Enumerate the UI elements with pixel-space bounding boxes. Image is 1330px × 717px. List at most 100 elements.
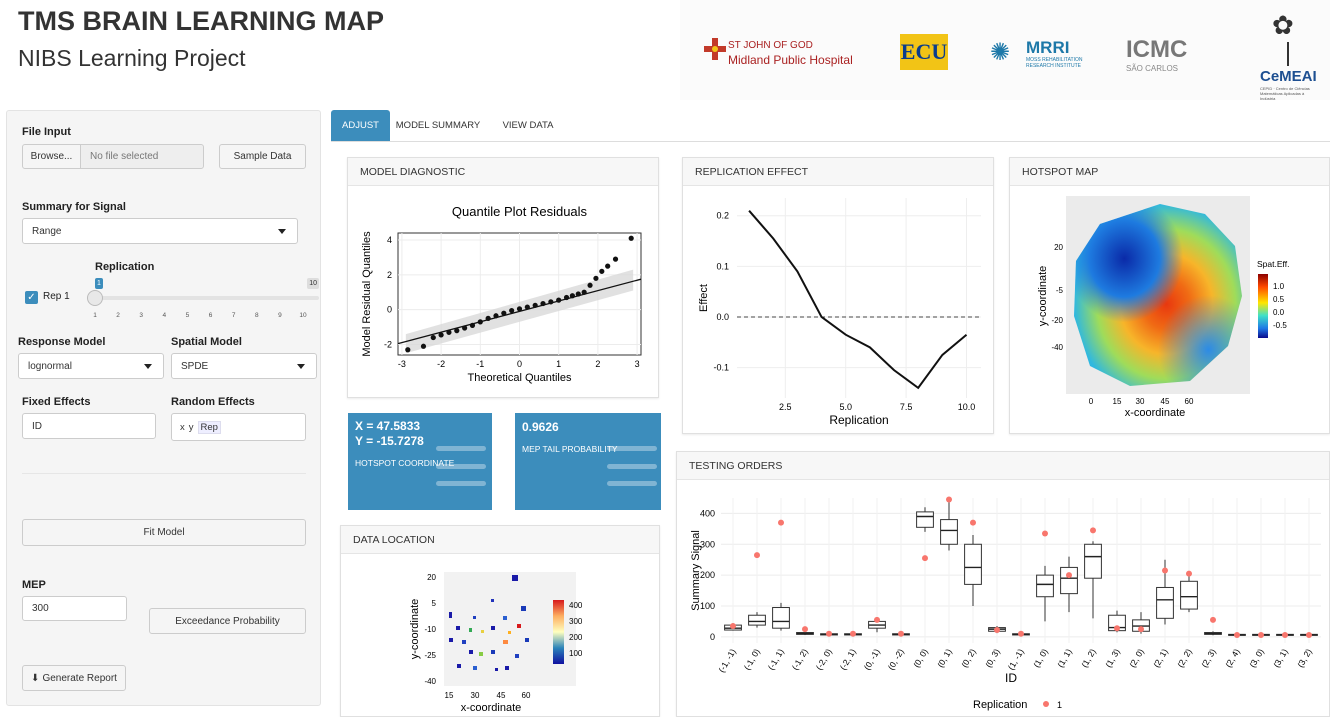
random-effect-tag[interactable]: y — [188, 421, 194, 433]
summary-select[interactable]: Range — [22, 218, 298, 244]
legend-title: Replication — [973, 699, 1027, 711]
box-body — [1156, 586, 1174, 619]
data-point — [491, 650, 495, 654]
x-tick-label: (0, -1) — [862, 647, 882, 672]
x-tick: 60 — [522, 691, 531, 700]
x-tick-label: (3, 1) — [1271, 647, 1290, 669]
y-tick-label: 300 — [700, 539, 715, 549]
mep-input[interactable]: 300 — [22, 596, 127, 621]
legend-tick: 100 — [569, 649, 583, 658]
tab-view-data[interactable]: VIEW DATA — [502, 120, 554, 131]
tab-model-summary[interactable]: MODEL SUMMARY — [395, 120, 481, 131]
st-john-cross-icon — [704, 38, 726, 60]
y-tick: 20 — [1054, 243, 1063, 252]
data-point — [587, 282, 593, 288]
data-point — [563, 294, 570, 301]
exceedance-probability-button[interactable]: Exceedance Probability — [149, 608, 306, 634]
slider-tick-label: 10 — [299, 312, 307, 319]
replication-slider[interactable]: 1 10 1 2 3 4 5 6 7 8 9 10 — [87, 278, 319, 331]
replication-point — [1282, 631, 1288, 638]
x-tick: 60 — [1185, 397, 1194, 406]
rep-checkbox-label: Rep 1 — [43, 291, 70, 302]
data-point — [491, 626, 495, 630]
data-point — [449, 612, 452, 618]
data-point — [540, 300, 546, 307]
legend-tick: 0.0 — [1273, 308, 1285, 317]
slider-handle[interactable] — [87, 290, 103, 306]
data-point — [481, 630, 484, 633]
y-tick-label: -2 — [384, 340, 392, 350]
rep-checkbox[interactable]: ✓ — [25, 291, 38, 304]
x-tick-label: 0 — [517, 359, 522, 369]
slider-max-badge: 10 — [307, 278, 319, 289]
y-tick: -40 — [1051, 343, 1063, 352]
generate-report-label: Generate Report — [42, 672, 117, 684]
hotspot-map-panel: HOTSPOT MAP — [1009, 157, 1330, 434]
data-point — [532, 302, 538, 308]
fixed-effects-input[interactable]: ID — [22, 413, 156, 439]
spatial-model-value: SPDE — [181, 360, 209, 372]
cemeai-text: CeMEAI — [1260, 68, 1317, 85]
data-point — [456, 626, 460, 630]
x-tick-label: (0, -2) — [886, 647, 906, 672]
random-effects-input[interactable]: x y Rep — [171, 413, 306, 441]
reference-line — [397, 278, 642, 345]
spatial-model-select[interactable]: SPDE — [171, 353, 317, 379]
y-tick-label: 2 — [387, 270, 392, 280]
tab-adjust[interactable]: ADJUST — [331, 110, 390, 141]
mrri-subtext: MOSS REHABILITATION RESEARCH INSTITUTE — [1026, 57, 1083, 69]
slider-tick-label: 7 — [231, 312, 236, 319]
data-point — [493, 313, 499, 319]
legend-colorbar — [1258, 274, 1268, 338]
random-effect-tag[interactable]: Rep — [197, 420, 221, 434]
y-tick: -5 — [1056, 286, 1064, 295]
response-model-select[interactable]: lognormal — [18, 353, 164, 379]
slider-tick-label: 1 — [93, 312, 97, 319]
data-point — [599, 268, 605, 274]
box-body — [1084, 543, 1102, 579]
slider-tick-label: 6 — [208, 312, 213, 319]
random-effects-label: Random Effects — [171, 396, 255, 408]
y-tick-label: 0.2 — [716, 211, 729, 221]
browse-button[interactable]: Browse... — [22, 144, 81, 169]
y-tick: -40 — [424, 677, 436, 686]
replication-point — [1162, 567, 1168, 574]
x-tick: 0 — [1089, 397, 1094, 406]
y-tick-label: 200 — [700, 570, 715, 580]
random-effect-tag[interactable]: x — [180, 421, 185, 433]
legend-tick: 400 — [569, 601, 583, 610]
data-point — [438, 332, 444, 338]
data-point — [515, 654, 519, 658]
data-point — [509, 307, 515, 314]
x-tick-label: (1, -1) — [1006, 647, 1026, 672]
file-name-field[interactable]: No file selected — [80, 144, 204, 169]
x-tick-label: -2 — [437, 359, 445, 369]
data-point — [512, 575, 518, 581]
sidebar: File Input Browse... No file selected Sa… — [6, 110, 321, 706]
icmc-text: ICMC — [1126, 36, 1188, 63]
mrri-logo: ✺ MRRI MOSS REHABILITATION RESEARCH INST… — [990, 36, 1100, 69]
replication-point — [1066, 572, 1072, 579]
hotspot-coordinate-box: X = 47.5833 Y = -15.7278 HOTSPOT COORDIN… — [348, 413, 492, 510]
x-tick-label: (0, 0) — [911, 647, 930, 669]
sample-data-button[interactable]: Sample Data — [219, 144, 306, 169]
x-tick-label: (1, 1) — [1055, 647, 1074, 669]
x-tick-label: 3 — [635, 359, 640, 369]
replication-point — [1234, 631, 1240, 638]
data-point — [491, 599, 494, 602]
hotspot-y: Y = -15.7278 — [355, 434, 424, 448]
y-tick: -10 — [424, 625, 436, 634]
slider-tick-label: 8 — [254, 312, 259, 319]
download-icon: ⬇ — [31, 672, 40, 684]
y-axis-label: y-coordinate — [1037, 266, 1049, 327]
box-body — [940, 519, 958, 545]
data-point — [516, 306, 523, 312]
fit-model-button[interactable]: Fit Model — [22, 519, 306, 546]
st-john-of-god-logo: ST JOHN OF GOD Midland Public Hospital — [704, 36, 874, 70]
replication-point — [874, 616, 880, 623]
slider-track[interactable] — [95, 296, 319, 300]
y-tick-label: 0.0 — [716, 312, 729, 322]
generate-report-button[interactable]: ⬇ Generate Report — [22, 665, 126, 691]
summary-label: Summary for Signal — [22, 201, 126, 213]
x-tick-label: (1, 2) — [1079, 647, 1098, 669]
